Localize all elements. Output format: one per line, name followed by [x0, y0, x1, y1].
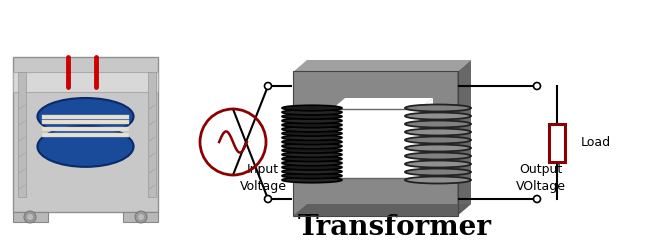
- Ellipse shape: [405, 136, 471, 143]
- Ellipse shape: [282, 152, 342, 157]
- Ellipse shape: [282, 160, 342, 166]
- Bar: [148, 72, 156, 197]
- Ellipse shape: [282, 110, 342, 115]
- Ellipse shape: [282, 122, 342, 128]
- Polygon shape: [419, 98, 433, 178]
- Ellipse shape: [282, 148, 342, 153]
- Ellipse shape: [405, 113, 471, 120]
- Ellipse shape: [405, 177, 471, 184]
- Circle shape: [135, 211, 147, 223]
- Ellipse shape: [405, 128, 471, 135]
- Circle shape: [24, 211, 36, 223]
- Ellipse shape: [405, 152, 471, 160]
- Bar: [42, 115, 129, 119]
- Ellipse shape: [282, 114, 342, 119]
- Text: Input
Voltage: Input Voltage: [239, 164, 287, 193]
- Bar: [293, 71, 458, 216]
- Ellipse shape: [38, 126, 133, 167]
- Ellipse shape: [282, 173, 342, 179]
- Bar: [42, 126, 129, 130]
- Circle shape: [534, 82, 541, 89]
- Ellipse shape: [405, 161, 471, 168]
- Ellipse shape: [282, 156, 342, 162]
- Bar: [18, 72, 26, 197]
- Circle shape: [27, 214, 33, 220]
- Bar: [293, 71, 458, 216]
- Polygon shape: [293, 60, 471, 72]
- Circle shape: [265, 195, 272, 202]
- Ellipse shape: [282, 105, 342, 111]
- Polygon shape: [331, 98, 433, 110]
- Bar: [42, 121, 129, 124]
- Polygon shape: [293, 204, 471, 216]
- Ellipse shape: [282, 143, 342, 149]
- Bar: [13, 72, 158, 92]
- Polygon shape: [13, 212, 48, 222]
- Polygon shape: [123, 212, 158, 222]
- Ellipse shape: [282, 165, 342, 170]
- Circle shape: [138, 214, 144, 220]
- Ellipse shape: [282, 139, 342, 145]
- Bar: [549, 124, 565, 162]
- Ellipse shape: [282, 126, 342, 132]
- Ellipse shape: [282, 169, 342, 174]
- Ellipse shape: [282, 177, 342, 183]
- Circle shape: [265, 82, 272, 89]
- Polygon shape: [457, 60, 471, 216]
- Text: Load: Load: [581, 136, 611, 149]
- Ellipse shape: [38, 98, 133, 135]
- Ellipse shape: [405, 169, 471, 176]
- Bar: [331, 109, 420, 178]
- Ellipse shape: [282, 135, 342, 140]
- Ellipse shape: [405, 144, 471, 151]
- Ellipse shape: [282, 131, 342, 136]
- Text: Output
VOltage: Output VOltage: [516, 164, 566, 193]
- Ellipse shape: [405, 105, 471, 112]
- Bar: [42, 132, 129, 136]
- Ellipse shape: [405, 121, 471, 127]
- Text: Transformer: Transformer: [298, 214, 492, 241]
- Bar: [13, 57, 158, 212]
- Ellipse shape: [282, 118, 342, 124]
- Circle shape: [534, 195, 541, 202]
- Bar: [331, 109, 420, 178]
